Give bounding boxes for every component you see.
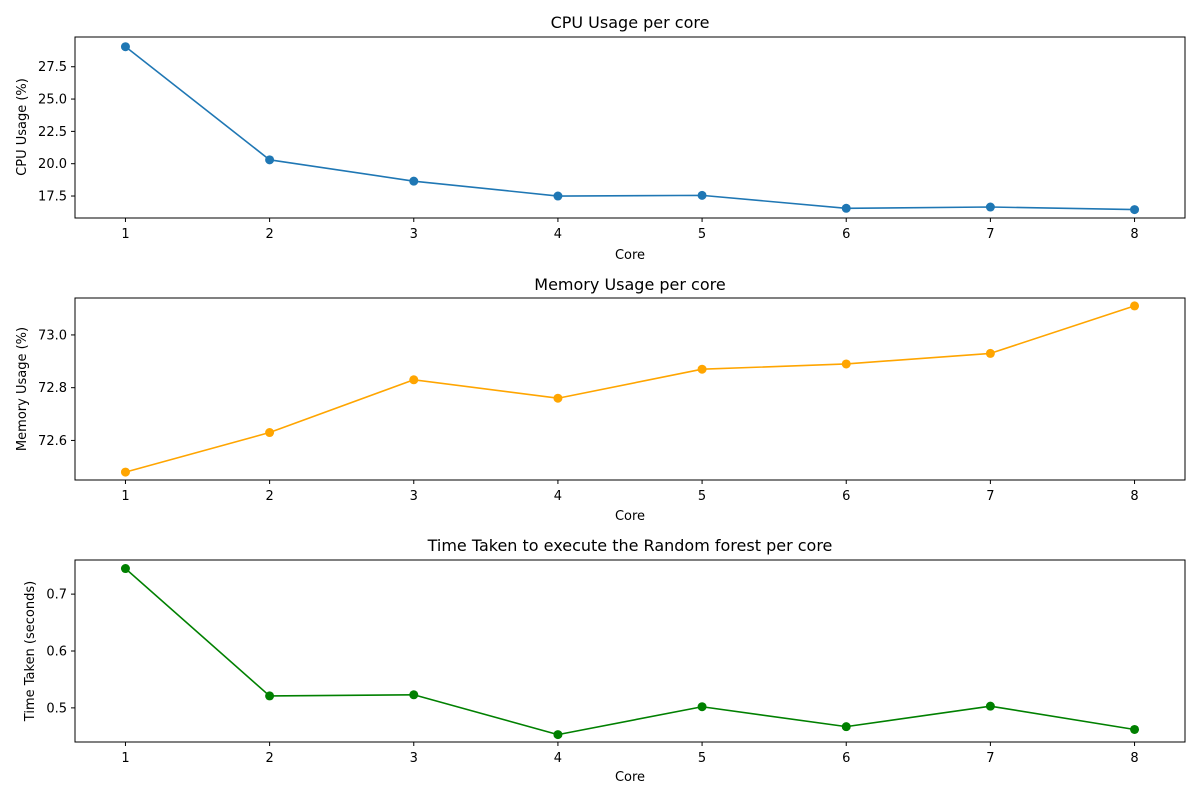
y-tick-label: 0.7 [46, 588, 67, 603]
x-tick-label: 5 [698, 489, 706, 504]
series-line [125, 305, 1135, 473]
x-tick-label: 6 [842, 751, 850, 766]
x-tick-label: 2 [265, 489, 273, 504]
data-point [120, 42, 130, 52]
y-tick-label: 25.0 [38, 93, 67, 108]
x-tick-label: 4 [554, 227, 562, 242]
chart-title: Time Taken to execute the Random forest … [427, 536, 833, 555]
data-point [553, 191, 563, 201]
x-tick-label: 1 [121, 227, 129, 242]
x-tick-label: 7 [986, 227, 994, 242]
time-taken-chart: Time Taken to execute the Random forest … [23, 536, 1186, 785]
x-tick-label: 3 [410, 751, 418, 766]
y-tick-label: 0.5 [46, 701, 67, 716]
y-axis-label: Time Taken (seconds) [23, 581, 38, 722]
x-tick-label: 3 [410, 227, 418, 242]
x-tick-label: 7 [986, 489, 994, 504]
x-tick-label: 6 [842, 227, 850, 242]
data-point [409, 690, 419, 700]
data-point [1130, 724, 1140, 734]
y-tick-label: 22.5 [38, 125, 67, 140]
x-tick-label: 3 [410, 489, 418, 504]
plot-frame [74, 36, 1186, 219]
data-point [697, 702, 707, 712]
x-tick-label: 1 [121, 489, 129, 504]
y-tick-label: 20.0 [38, 157, 67, 172]
x-tick-label: 2 [265, 751, 273, 766]
series-line [124, 567, 1135, 736]
data-point [409, 176, 419, 186]
cpu-usage-chart: CPU Usage per core Core CPU Usage (%) 1 2… [15, 13, 1186, 263]
data-point [1130, 205, 1140, 215]
plot-frame [74, 297, 1186, 481]
y-axis-label: CPU Usage (%) [15, 78, 30, 176]
y-axis-label: Memory Usage (%) [15, 327, 30, 451]
data-point [1130, 301, 1140, 311]
data-point [841, 359, 851, 369]
x-tick-label: 1 [121, 751, 129, 766]
data-point [120, 564, 130, 574]
y-tick-label: 72.6 [38, 434, 67, 449]
data-point [841, 722, 851, 732]
x-tick-label: 5 [698, 751, 706, 766]
x-axis-label: Core [615, 770, 645, 785]
x-tick-label: 4 [554, 489, 562, 504]
x-tick-label: 6 [842, 489, 850, 504]
y-tick-label: 72.8 [38, 381, 67, 396]
x-tick-label: 5 [698, 227, 706, 242]
x-tick-label: 7 [986, 751, 994, 766]
x-axis-label: Core [615, 248, 645, 263]
y-tick-label: 73.0 [38, 328, 67, 343]
data-point [265, 691, 275, 701]
chart-title: Memory Usage per core [534, 275, 725, 294]
x-tick-label: 2 [265, 227, 273, 242]
x-tick-label: 8 [1130, 227, 1138, 242]
data-point [265, 428, 275, 438]
data-point [985, 348, 995, 358]
data-point [841, 203, 851, 213]
y-tick-label: 0.6 [46, 645, 67, 660]
x-tick-label: 4 [554, 751, 562, 766]
data-point [985, 202, 995, 212]
data-point [697, 190, 707, 200]
data-point [697, 364, 707, 374]
x-tick-label: 8 [1130, 489, 1138, 504]
data-point [553, 393, 563, 403]
x-axis-label: Core [615, 509, 645, 524]
y-tick-label: 17.5 [38, 190, 67, 205]
y-tick-label: 27.5 [38, 60, 67, 75]
series-line [124, 46, 1135, 211]
chart-title: CPU Usage per core [551, 13, 710, 32]
data-point [120, 467, 130, 477]
data-point [409, 375, 419, 385]
memory-usage-chart: Memory Usage per core Core Memory Usage … [15, 275, 1186, 524]
data-point [265, 155, 275, 165]
data-point [553, 730, 563, 740]
x-tick-label: 8 [1130, 751, 1138, 766]
data-point [985, 701, 995, 711]
